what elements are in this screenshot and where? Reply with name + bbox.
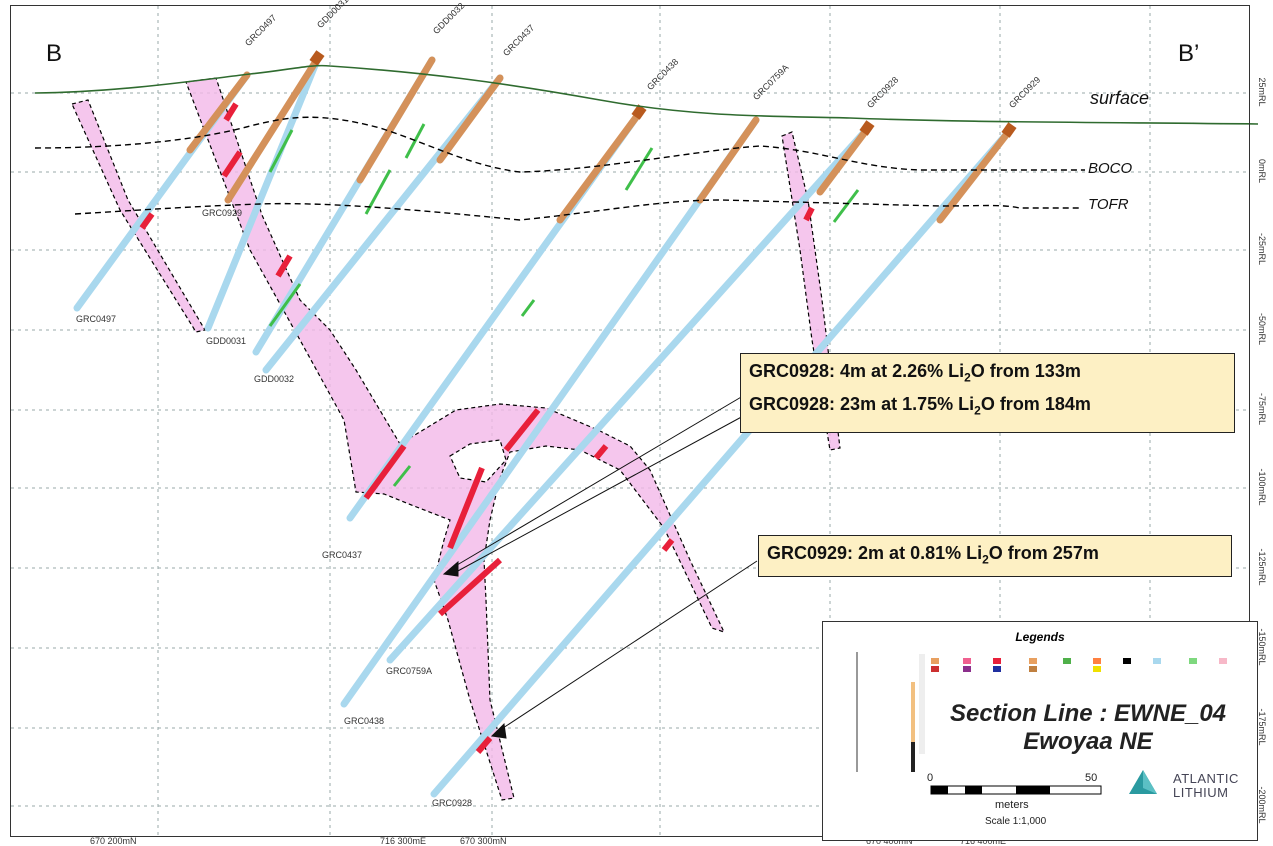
grid-coordinate-label: 716 300mE: [380, 836, 427, 846]
atlantic-lithium-logo: ATLANTIC LITHIUM: [1173, 771, 1239, 800]
hole-end-label: GRC0928: [432, 798, 473, 808]
scale-ratio: Scale 1:1,000: [985, 816, 1047, 827]
hole-end-label: GDD0032: [254, 374, 295, 384]
scale-unit: meters: [995, 799, 1029, 811]
legend-swatch-columns: [911, 654, 1227, 772]
grid-coordinate-label: 670 400mN: [866, 836, 913, 846]
hole-end-label: GRC0437: [322, 550, 363, 560]
hole-end-label: GDD0031: [206, 336, 247, 346]
hole-trace-gdd0031: [204, 54, 322, 332]
collar-segment-grc0497: [186, 71, 251, 154]
rl-label: -25mRL: [1257, 232, 1267, 265]
collar-segment-gdd0032: [356, 56, 436, 184]
rl-label: -75mRL: [1257, 392, 1267, 425]
scale-bar: [930, 785, 1102, 795]
callout-arrows: [442, 392, 759, 739]
collar-cap-grc0929: [1001, 122, 1017, 138]
grid-coordinate-label: 716 400mE: [960, 836, 1007, 846]
rl-label: -125mRL: [1257, 548, 1267, 586]
collar-cap-grc0438: [631, 104, 647, 120]
rl-label: -50mRL: [1257, 312, 1267, 345]
collar-segment-gdd0031: [224, 54, 322, 204]
hole-trace-grc0928: [386, 124, 872, 664]
atlantic-lithium-logo-mark: [1129, 770, 1157, 794]
rl-label: 0mRL: [1257, 158, 1267, 183]
section-area-label: Ewoyaa NE: [1023, 728, 1153, 755]
collar-cap-grc0928: [859, 120, 875, 136]
scale-min: 0: [927, 772, 934, 784]
hole-end-label: GRC0759A: [386, 666, 433, 676]
legend-box: Legends: [822, 621, 1258, 841]
surface-label: surface: [1090, 88, 1150, 108]
collar-segment-grc0929: [936, 126, 1014, 224]
pegmatite-body-west: [71, 99, 206, 333]
hole-trace-grc0929: [430, 126, 1014, 798]
tofr-label: TOFR: [1088, 196, 1129, 213]
pegmatite-body-inner-loop: [449, 439, 507, 483]
section-start-label: B: [46, 40, 63, 67]
pegmatite-body-main: [185, 77, 726, 801]
callout-line: GRC0928: 4m at 2.26% Li2O from 133m: [749, 361, 1081, 385]
collar-segment-grc0437: [436, 74, 504, 164]
hole-end-label: GRC0438: [344, 716, 385, 726]
boco-label: BOCO: [1088, 160, 1133, 177]
legend-title: Legends: [1015, 630, 1065, 644]
rl-label: 25mRL: [1257, 77, 1267, 107]
rl-label: -100mRL: [1257, 468, 1267, 506]
hole-end-label: GRC0497: [76, 314, 117, 324]
scale-max: 50: [1085, 772, 1098, 784]
map-frame: [10, 5, 1250, 837]
hole-trace-grc0759a: [340, 116, 760, 708]
callout-grc0929: GRC0929: 2m at 0.81% Li2O from 257m: [758, 535, 1232, 577]
hole-end-label: GRC0929: [202, 208, 243, 218]
section-line-label: Section Line : EWNE_04: [949, 700, 1227, 727]
grid-coordinate-label: 670 200mN: [90, 836, 137, 846]
collar-cap-gdd0031: [309, 50, 325, 66]
legend-swatches: [856, 652, 1227, 795]
tofr-line: [74, 199, 1080, 221]
callout-line: GRC0928: 23m at 1.75% Li2O from 184m: [749, 393, 1091, 418]
section-end-label: B’: [1178, 40, 1200, 67]
surface-line: [34, 64, 1259, 125]
callout-grc0928: GRC0928: 4m at 2.26% Li2O from 133m GRC0…: [740, 353, 1235, 433]
high-grade-intervals: [139, 102, 815, 754]
collar-segment-grc0759a: [696, 116, 760, 204]
grid-coordinate-label: 670 300mN: [460, 836, 507, 846]
